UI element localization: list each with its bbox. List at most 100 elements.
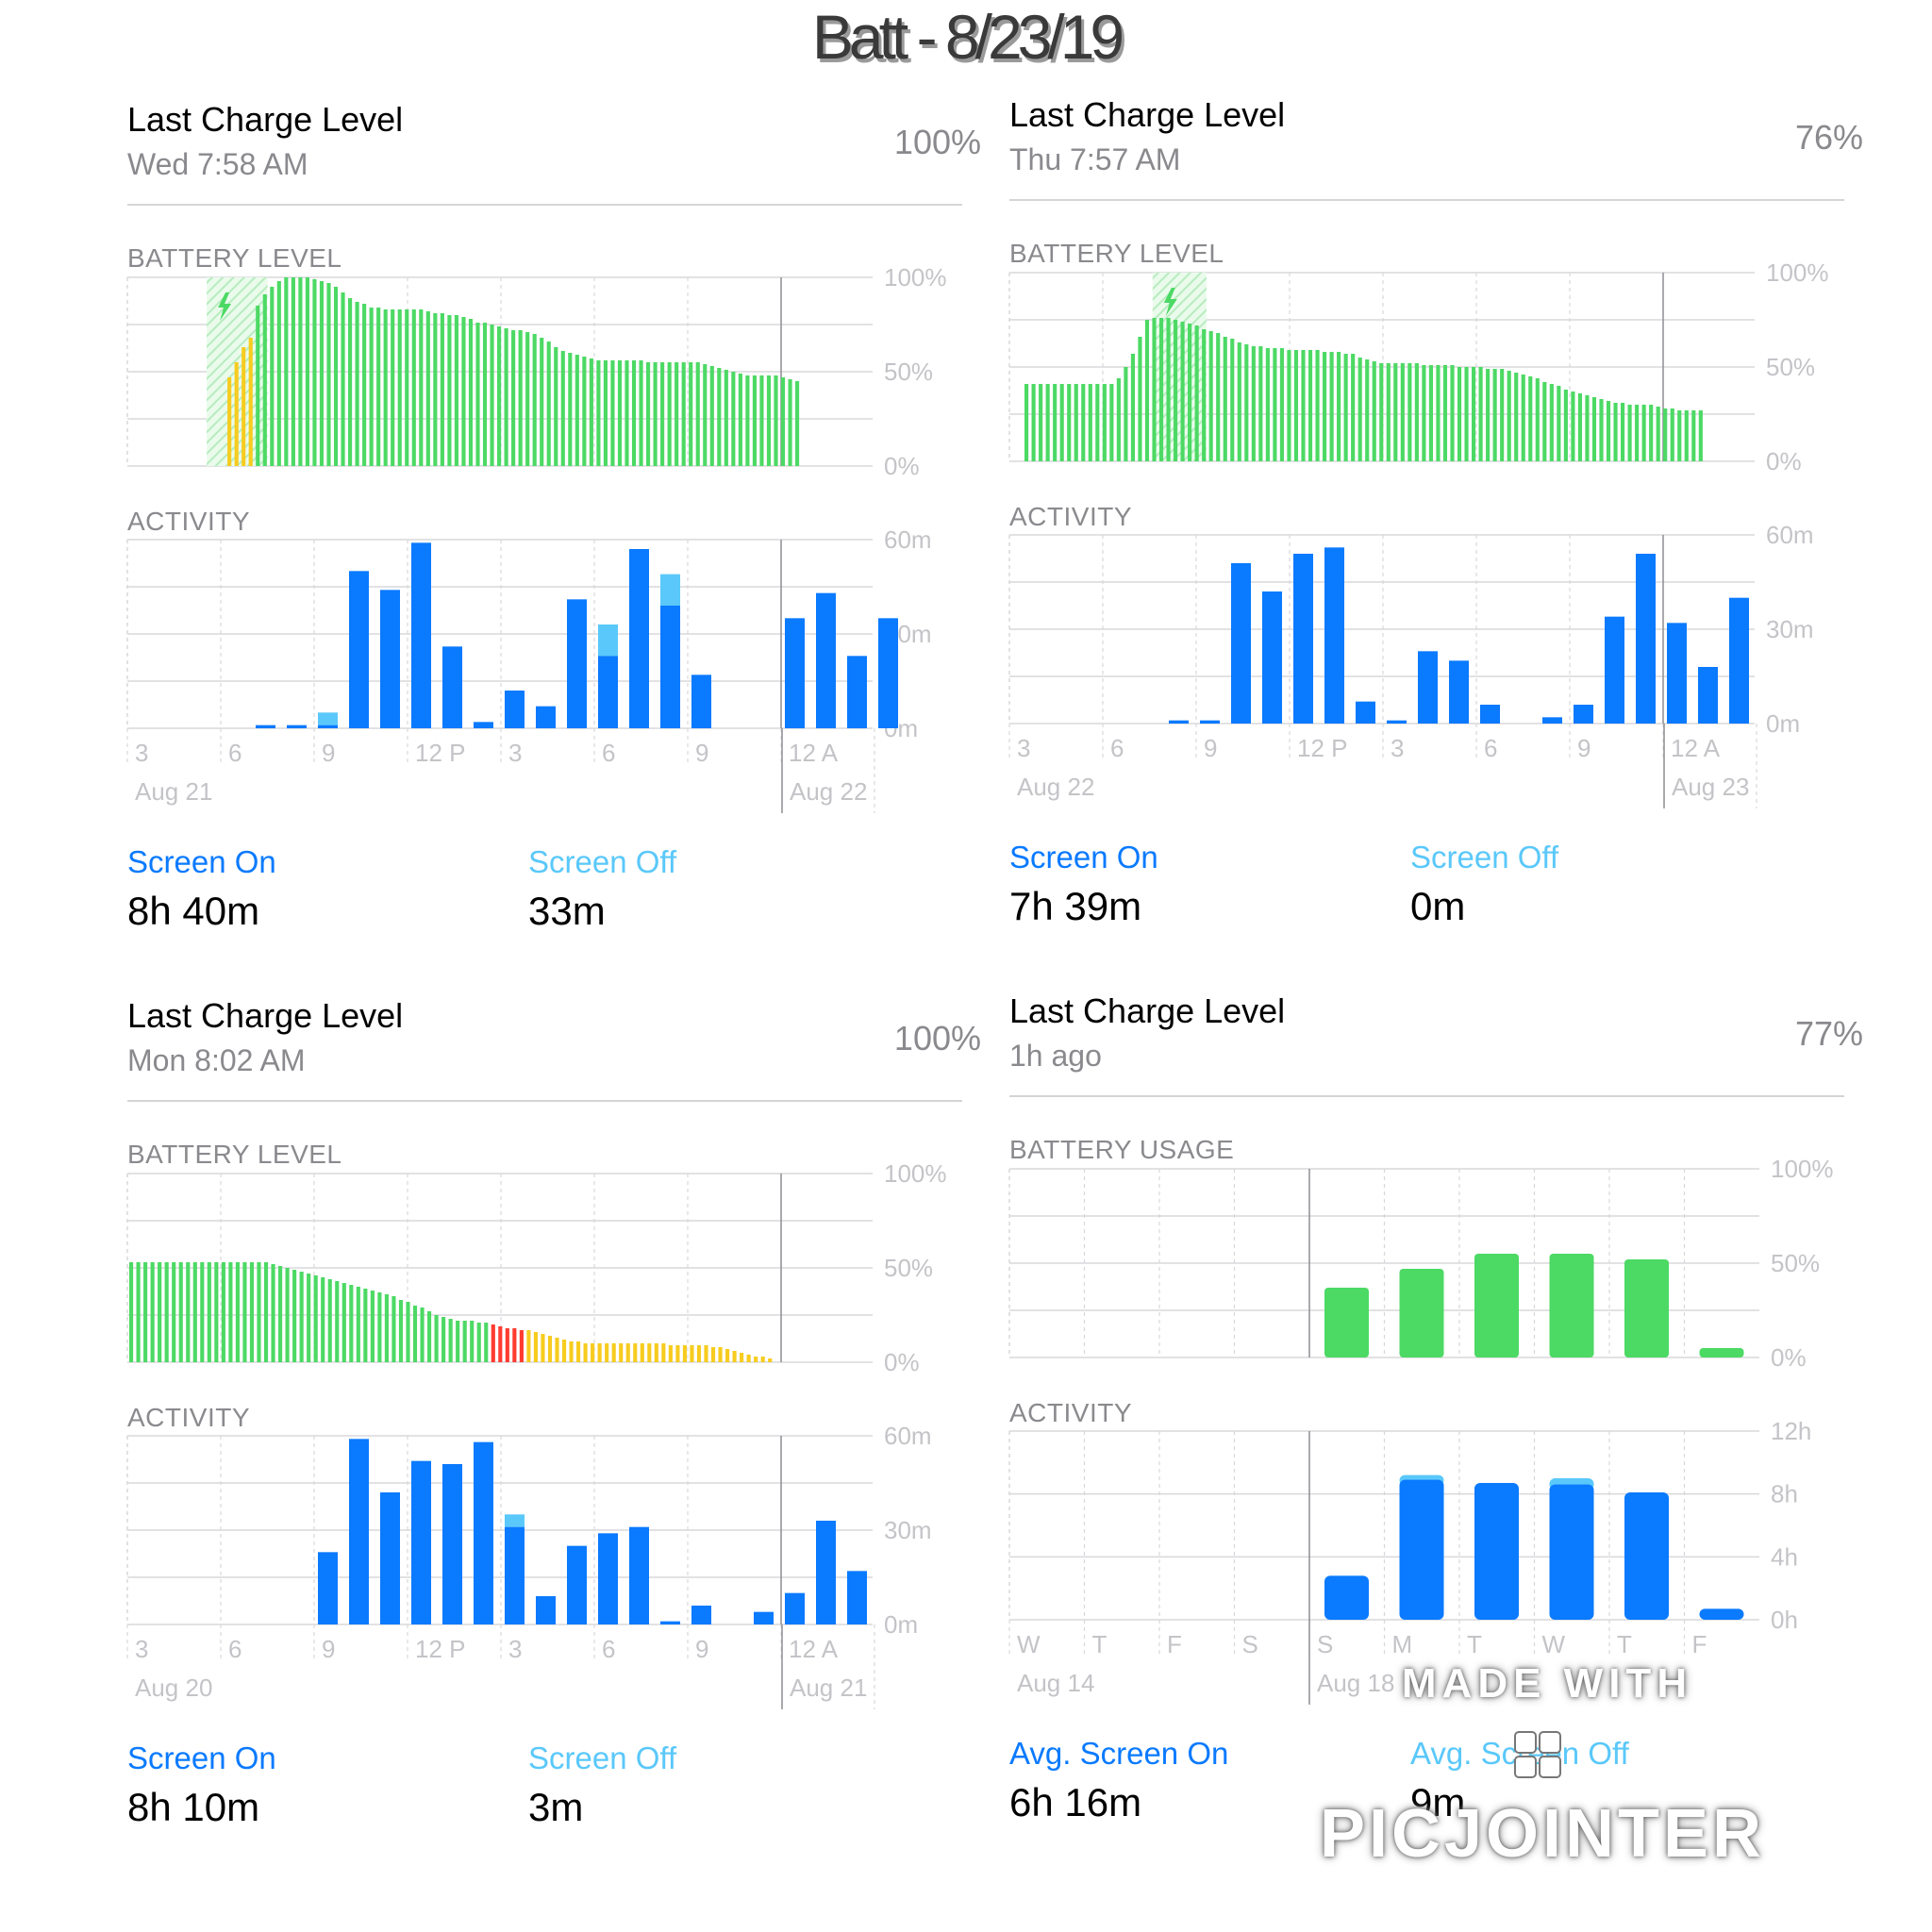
battery-level-bar: [192, 1262, 197, 1362]
battery-level-bar: [1102, 384, 1107, 461]
battery-level-bar: [150, 1262, 155, 1362]
battery-level-bar: [788, 379, 792, 466]
watermark-line2: PICJOINTER: [1297, 1712, 1788, 1873]
battery-level-bar: [1343, 354, 1348, 461]
battery-level-bar: [248, 338, 253, 466]
date-left-label: Aug 20: [135, 1674, 212, 1702]
battery-level-bar: [419, 309, 424, 466]
battery-level-bar: [731, 372, 736, 466]
battery-level-bar: [646, 362, 651, 466]
x-tick-label: 9: [322, 739, 335, 767]
activity-screen-on-bar: [567, 1545, 587, 1624]
battery-level-bar: [1393, 363, 1398, 461]
activity-screen-on-bar: [349, 571, 369, 728]
activity-screen-on-bar: [847, 1571, 867, 1624]
screen-on-label: Screen On: [127, 844, 276, 879]
battery-panel-10days: Last Charge Level 1h ago 77% BATTERY USAGE A…: [1008, 986, 1896, 1877]
battery-level-bar: [1251, 346, 1256, 461]
battery-level-bar: [511, 330, 516, 466]
activity-screen-on-bar: [474, 722, 493, 728]
battery-level-bar: [271, 1264, 275, 1362]
battery-level-bar: [504, 328, 508, 466]
screen-on-value: 7h 39m: [1009, 884, 1142, 928]
activity-screen-on-bar: [754, 1611, 774, 1624]
battery-level-bar: [1641, 405, 1646, 461]
y-tick-label: 30m: [1766, 615, 1814, 643]
activity-screen-on-bar: [598, 1533, 618, 1624]
x-tick-label: 6: [228, 739, 242, 767]
y-tick-label: 50%: [1766, 353, 1815, 381]
battery-usage-bar: [1324, 1288, 1369, 1357]
battery-level-bar: [1109, 384, 1114, 461]
x-tick-label: 12 A: [1671, 734, 1721, 762]
activity-screen-on-bar: [1474, 1483, 1519, 1620]
battery-level-bar: [1152, 318, 1157, 461]
battery-level-bar: [476, 1323, 481, 1362]
battery-level-bar: [1088, 384, 1092, 461]
battery-level-bar: [717, 368, 722, 466]
battery-level-bar: [1323, 352, 1327, 461]
battery-level-bar: [1507, 371, 1511, 461]
battery-level-bar: [263, 1262, 269, 1362]
battery-level-bar: [1414, 363, 1419, 461]
last-charge-time: Mon 8:02 AM: [127, 1043, 306, 1077]
battery-level-bar: [533, 1332, 538, 1362]
battery-level-bar: [178, 1262, 183, 1362]
y-tick-label: 0h: [1771, 1606, 1798, 1634]
battery-level-bar: [724, 370, 728, 466]
battery-level-bar: [1635, 405, 1640, 461]
activity-screen-on-bar: [1449, 660, 1469, 724]
battery-level-bar: [327, 1279, 332, 1362]
battery-section-label: BATTERY LEVEL: [127, 1140, 342, 1169]
battery-level-bar: [1577, 393, 1582, 461]
page-title: Batt - 8/23/19: [811, 2, 1124, 72]
battery-level-bar: [1208, 331, 1213, 461]
battery-level-bar: [136, 1262, 141, 1362]
x-tick-label: F: [1692, 1630, 1707, 1658]
battery-level-bar: [292, 1270, 297, 1362]
battery-level-bar: [333, 287, 339, 466]
battery-level-bar: [384, 1294, 389, 1362]
battery-level-bar: [1656, 407, 1660, 461]
battery-level-bar: [1279, 348, 1284, 461]
battery-level-bar: [278, 1266, 283, 1362]
battery-level-bar: [228, 1262, 233, 1362]
x-tick-label: 3: [135, 739, 148, 767]
activity-screen-on-bar: [349, 1439, 369, 1624]
battery-level-bar: [512, 1328, 517, 1362]
battery-level-bar: [1521, 375, 1525, 461]
battery-level-bar: [603, 360, 608, 466]
y-tick-label: 60m: [884, 525, 932, 554]
battery-level-bar: [227, 377, 232, 466]
battery-level-bar: [470, 1321, 475, 1362]
battery-level-bar: [695, 362, 700, 466]
battery-level-bar: [427, 1311, 432, 1362]
battery-level-bar: [398, 1300, 404, 1362]
battery-level-bar: [1663, 408, 1668, 461]
charging-bolt-icon: [1163, 288, 1177, 316]
activity-screen-on-bar: [629, 549, 649, 728]
battery-level-chart: 100% 50% 0%: [126, 263, 947, 480]
x-tick-label: 12 P: [415, 1635, 466, 1663]
battery-level-bar: [1315, 350, 1320, 461]
y-tick-label: 4h: [1771, 1542, 1798, 1571]
battery-level-bar: [1067, 384, 1072, 461]
battery-level-bar: [725, 1349, 730, 1362]
screen-off-value: 9m: [1410, 1780, 1466, 1824]
battery-level-bar: [625, 360, 629, 466]
battery-level-bar: [1514, 373, 1519, 461]
last-charge-title: Last Charge Level: [127, 100, 404, 139]
x-tick-label: F: [1167, 1630, 1182, 1658]
battery-level-bar: [660, 362, 665, 466]
battery-level-bar: [276, 281, 281, 466]
battery-level-bar: [1528, 376, 1533, 461]
date-right-label: Aug 21: [790, 1674, 867, 1702]
activity-screen-on-bar: [1605, 616, 1624, 724]
x-tick-label: 6: [1484, 734, 1497, 762]
screen-on-value: 8h 40m: [127, 889, 260, 933]
battery-level-bar: [745, 375, 750, 466]
battery-level-bar: [341, 292, 345, 466]
activity-screen-on-bar: [878, 618, 898, 728]
battery-level-bar: [468, 319, 474, 466]
battery-level-bar: [1039, 384, 1043, 461]
